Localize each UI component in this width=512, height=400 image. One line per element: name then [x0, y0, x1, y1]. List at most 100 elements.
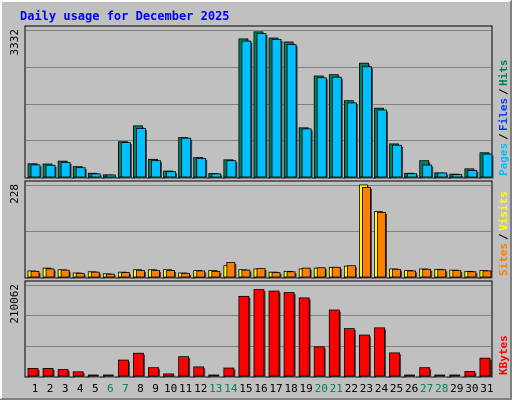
bar-shadow	[406, 376, 417, 378]
bar-sites-day-23	[362, 187, 371, 278]
x-tick-label: 14	[224, 382, 238, 395]
bar-sites-day-7	[120, 272, 130, 278]
legend-hits: Hits	[497, 60, 510, 87]
x-tick-label: 15	[239, 382, 252, 395]
bar-kbytes-day-6	[102, 374, 114, 377]
x-tick-label: 24	[375, 382, 389, 395]
bar-shadow	[107, 176, 117, 179]
bar-kbytes-day-8	[133, 352, 144, 377]
x-tick-label: 18	[284, 382, 297, 395]
bar-kbytes-day-13	[208, 374, 220, 377]
x-tick-label: 8	[137, 382, 144, 395]
bar-sites-day-31	[482, 270, 492, 278]
bar-kbytes-day-17	[268, 290, 280, 377]
bar-kbytes-day-19	[298, 297, 310, 377]
x-tick-label: 23	[360, 382, 373, 395]
bar-kbytes-day-11	[178, 356, 190, 377]
bar-sites-day-21	[331, 266, 341, 278]
x-tick-label: 27	[420, 382, 433, 395]
bar-pages-day-24	[377, 109, 387, 178]
bar-kbytes-day-15	[238, 295, 250, 377]
x-tick-label: 12	[194, 382, 207, 395]
bar-pages-day-29	[452, 174, 463, 178]
bar-shadow	[436, 376, 447, 378]
x-tick-label: 16	[254, 382, 267, 395]
bar-pages-day-15	[241, 40, 252, 178]
x-tick-label: 19	[300, 382, 313, 395]
x-tick-label: 22	[345, 382, 358, 395]
legend-pages: Pages	[497, 143, 510, 176]
bar-kbytes-day-22	[343, 328, 355, 377]
x-tick-label: 9	[152, 382, 159, 395]
bar-kbytes-day-12	[193, 366, 205, 377]
bar-pages-day-1	[30, 164, 41, 178]
bar-kbytes-day-3	[57, 369, 69, 377]
bar-kbytes-day-2	[42, 368, 54, 377]
bar-pages-day-28	[437, 172, 448, 178]
legend-kbytes: KBytes	[497, 335, 510, 375]
bar-sites-day-12	[196, 270, 206, 278]
bar-shadow	[451, 376, 462, 378]
bar-pages-day-5	[90, 173, 101, 178]
bar-kbytes-day-16	[253, 289, 265, 377]
bar-pages-day-27	[422, 164, 433, 178]
bar-pages-day-30	[467, 169, 478, 178]
x-tick-label: 2	[47, 382, 54, 395]
bar-pages-day-19	[301, 128, 312, 178]
x-tick-label: 3	[62, 382, 69, 395]
bar-kbytes-day-4	[72, 371, 84, 377]
x-tick-label: 28	[435, 382, 448, 395]
bar-sites-day-16	[256, 268, 266, 278]
bar-sites-day-5	[90, 271, 100, 278]
legend-separator: /	[497, 133, 510, 140]
chart-title: Daily usage for December 2025	[20, 9, 230, 23]
bar-shadow	[104, 376, 115, 378]
bar-pages-day-8	[136, 128, 146, 178]
bar-pages-day-6	[105, 174, 116, 178]
bar-pages-day-20	[316, 77, 327, 178]
bar-pages-day-16	[256, 33, 267, 178]
legend-separator: /	[497, 88, 510, 95]
bar-kbytes-day-25	[389, 352, 400, 377]
bar-kbytes-day-5	[87, 374, 99, 377]
bar-sites-day-9	[151, 270, 160, 278]
bar-kbytes-day-30	[464, 371, 476, 377]
plot-area-middle	[24, 180, 493, 279]
legend-separator: /	[497, 233, 510, 240]
x-tick-label: 1	[32, 382, 39, 395]
bar-pages-day-18	[286, 44, 297, 178]
x-tick-label: 21	[330, 382, 343, 395]
bar-sites-day-20	[316, 267, 326, 278]
x-tick-label: 13	[209, 382, 222, 395]
bar-pages-day-2	[45, 164, 56, 178]
bar-sites-day-27	[422, 268, 432, 278]
bar-kbytes-day-24	[374, 327, 385, 377]
bar-sites-day-6	[105, 273, 115, 278]
x-tick-label: 31	[480, 382, 493, 395]
bar-kbytes-day-31	[479, 357, 491, 377]
bar-kbytes-day-14	[223, 367, 235, 377]
bar-kbytes-day-27	[419, 367, 431, 377]
x-tick-label: 10	[164, 382, 177, 395]
bar-kbytes-day-18	[283, 292, 295, 377]
bar-sites-day-8	[136, 270, 145, 278]
bar-kbytes-day-1	[27, 368, 39, 377]
bar-sites-day-26	[407, 270, 417, 278]
bar-pages-day-7	[120, 142, 131, 178]
bar-kbytes-day-7	[117, 359, 129, 377]
bar-pages-day-26	[407, 173, 418, 178]
bar-sites-day-11	[181, 272, 191, 278]
x-tick-label: 29	[450, 382, 463, 395]
x-tick-label: 20	[315, 382, 328, 395]
bar-sites-day-4	[75, 272, 85, 278]
bar-pages-day-9	[151, 160, 161, 178]
bar-sites-day-1	[30, 270, 40, 278]
bar-sites-day-15	[241, 269, 251, 278]
y-max-label: 3332	[8, 29, 21, 56]
bar-shadow	[165, 375, 176, 378]
bar-sites-day-17	[271, 272, 281, 278]
bar-shadow	[210, 376, 221, 378]
legend-visits: Visits	[497, 191, 510, 231]
legend-sites: Sites	[497, 243, 510, 276]
bar-sites-day-10	[166, 270, 175, 278]
